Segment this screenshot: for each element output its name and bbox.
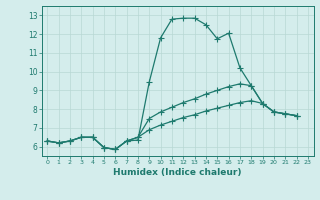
X-axis label: Humidex (Indice chaleur): Humidex (Indice chaleur): [113, 168, 242, 177]
